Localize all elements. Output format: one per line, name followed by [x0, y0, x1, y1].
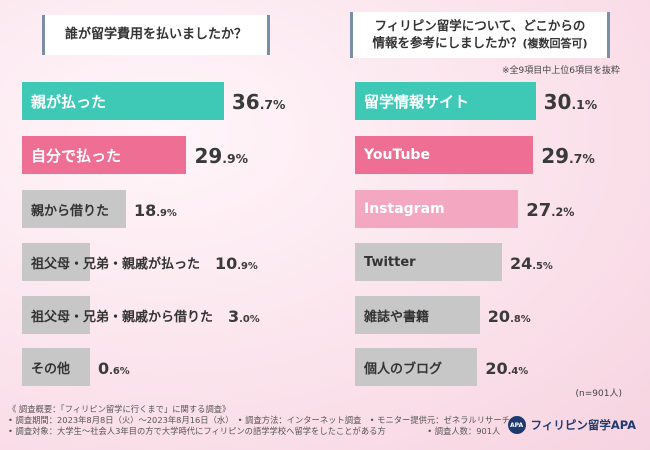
value-label: 18.9% [133, 200, 177, 220]
bar-label: 祖父母・兄弟・親戚から借りた [31, 309, 214, 325]
value-label: 36.7% [231, 90, 286, 114]
bar-label: Twitter [364, 254, 416, 270]
bar-label: 親が払った [31, 92, 107, 111]
value-label: 27.2% [526, 199, 575, 221]
bar-right-5: 個人のブログ [355, 348, 478, 386]
bar-left-5: その他 [22, 348, 90, 386]
bar-label: 留学情報サイト [364, 92, 470, 111]
brand-logo-icon: APA [507, 416, 526, 434]
value-label: 30.1% [543, 90, 598, 114]
footer-line-3: • 調査対象：大学生～社会人3年目の方で大学時代にフィリピンの語学学校へ留学をし… [8, 426, 501, 436]
bar-left-4: 祖父母・兄弟・親戚から借りた [22, 296, 213, 334]
bar-right-4: 雑誌や書籍 [355, 296, 480, 334]
bar-right-2: Instagram [355, 190, 519, 228]
bar-left-3: 祖父母・兄弟・親戚が払った [22, 243, 200, 281]
brand-name: フィリピン留学APA [530, 418, 636, 432]
bar-label: 祖父母・兄弟・親戚が払った [31, 256, 201, 272]
bar-label: 親から借りた [31, 203, 110, 219]
bar-label: YouTube [364, 147, 430, 163]
value-label: 20.4% [485, 358, 529, 378]
footer-line-2: • 調査期間：2023年8月8日（火）～2023年8月16日（水） • 調査方法… [8, 415, 510, 425]
bar-right-1: YouTube [355, 136, 534, 174]
bar-right-0: 留学情報サイト [355, 82, 536, 120]
bar-left-2: 親から借りた [22, 190, 126, 228]
bar-left-1: 自分で払った [22, 136, 187, 174]
sample-size-note: (n=901人) [575, 389, 622, 399]
left-question: 誰が留学費用を払いましたか？ [42, 15, 270, 55]
footer-line-1: 《 調査概要：「フィリピン留学に行くまで」に関する調査》 [8, 404, 231, 414]
brand: APA フィリピン留学APA [507, 416, 636, 434]
bar-label: Instagram [364, 201, 445, 217]
bar-label: 個人のブログ [364, 361, 443, 377]
bar-right-3: Twitter [355, 243, 502, 281]
value-label: 10.9% [215, 253, 258, 273]
value-label: 0.6% [98, 358, 130, 378]
right-question: フィリピン留学について、どこからの 情報を参考にしましたか？(複数回答可) [350, 12, 610, 58]
survey-footer: 《 調査概要：「フィリピン留学に行くまで」に関する調査》 • 調査期間：2023… [8, 404, 510, 437]
top-note: ※全9項目中上位6項目を抜粋 [502, 66, 620, 76]
bar-label: 自分で払った [31, 146, 122, 165]
value-label: 29.9% [194, 144, 249, 168]
value-label: 20.8% [487, 306, 531, 326]
value-label: 24.5% [510, 253, 553, 273]
bar-left-0: 親が払った [22, 82, 224, 120]
bar-label: その他 [31, 361, 71, 377]
bar-label: 雑誌や書籍 [364, 309, 430, 325]
value-label: 3.0% [228, 306, 260, 326]
value-label: 29.7% [541, 144, 595, 168]
